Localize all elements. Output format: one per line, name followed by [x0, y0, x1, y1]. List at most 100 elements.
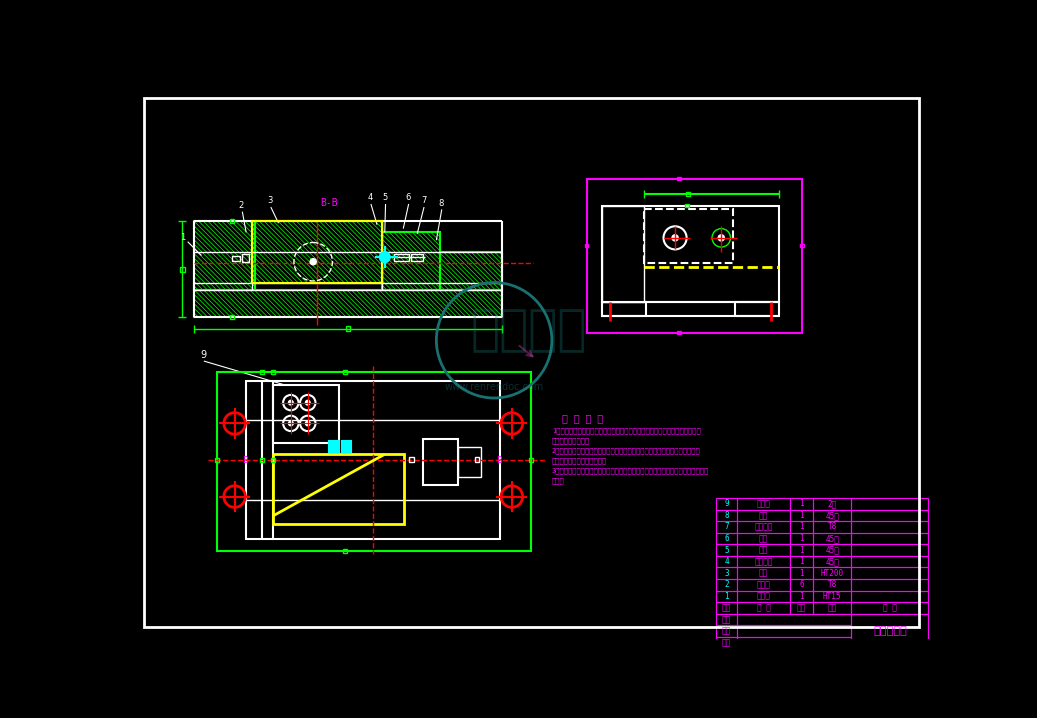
Bar [341, 441, 351, 452]
Bar [790, 521, 813, 533]
Bar [851, 579, 928, 590]
Text: 4: 4 [368, 193, 373, 202]
Text: 支板衬套: 支板衬套 [754, 523, 773, 531]
Text: 9: 9 [725, 500, 729, 508]
Bar [194, 290, 502, 317]
Text: 工件: 工件 [759, 569, 768, 578]
Circle shape [288, 401, 293, 405]
Text: 件数: 件数 [796, 603, 806, 612]
Bar [330, 441, 338, 452]
Bar [716, 498, 737, 510]
Bar [716, 521, 737, 533]
Bar [790, 556, 813, 567]
Text: 夹具装配图: 夹具装配图 [873, 626, 906, 636]
Bar [813, 544, 851, 556]
Text: HT200: HT200 [820, 569, 844, 578]
Text: 定锁压块: 定锁压块 [754, 557, 773, 566]
Text: 并孔才能进行装配。: 并孔才能进行装配。 [552, 438, 590, 444]
Text: 5: 5 [383, 193, 388, 202]
Text: 2: 2 [239, 201, 244, 210]
Bar [684, 204, 689, 208]
Bar [644, 210, 733, 264]
Bar [677, 177, 681, 180]
Text: HT15: HT15 [823, 592, 841, 601]
Text: 6: 6 [725, 534, 729, 543]
Bar [813, 579, 851, 590]
Circle shape [719, 235, 725, 241]
Text: T8: T8 [828, 523, 837, 531]
Bar [737, 498, 790, 510]
Text: 备 注: 备 注 [882, 603, 897, 612]
Text: 1: 1 [800, 569, 804, 578]
Circle shape [306, 401, 310, 405]
Bar [259, 457, 263, 462]
Text: 1: 1 [800, 511, 804, 520]
Text: 支撑钉: 支撑钉 [757, 580, 770, 589]
Bar [851, 614, 928, 648]
Bar [383, 233, 441, 290]
Bar [813, 590, 851, 602]
Bar [259, 370, 263, 374]
Bar [585, 243, 588, 248]
Bar [716, 510, 737, 521]
Text: 压板: 压板 [759, 511, 768, 520]
Bar [343, 370, 346, 374]
Bar [790, 544, 813, 556]
Bar [716, 533, 737, 544]
Bar [801, 243, 804, 248]
Text: 件号: 件号 [722, 603, 731, 612]
Circle shape [310, 258, 316, 265]
Text: 45钢: 45钢 [825, 557, 839, 566]
Bar [790, 533, 813, 544]
Text: 压钉: 压钉 [759, 534, 768, 543]
Bar [601, 302, 646, 316]
Bar [716, 579, 737, 590]
Bar [737, 602, 790, 614]
Bar [677, 330, 681, 335]
Text: 7: 7 [725, 523, 729, 531]
Text: 45钢: 45钢 [825, 546, 839, 554]
Text: 更换。: 更换。 [552, 477, 564, 485]
Bar [423, 439, 458, 485]
Bar [737, 544, 790, 556]
Bar [601, 205, 644, 302]
Bar [851, 602, 928, 614]
Bar [716, 602, 737, 614]
Bar [345, 327, 351, 331]
Bar [813, 556, 851, 567]
Bar [737, 614, 851, 625]
Bar [230, 219, 234, 223]
Text: 设计: 设计 [722, 615, 731, 624]
Bar [242, 254, 249, 262]
Bar [180, 267, 185, 271]
Text: www.renrendoc.com: www.renrendoc.com [445, 382, 543, 392]
Bar [272, 370, 275, 374]
Text: 技 术 要 求: 技 术 要 求 [562, 413, 604, 423]
Text: 名 称: 名 称 [757, 603, 770, 612]
Bar [737, 533, 790, 544]
Bar [410, 457, 414, 462]
Text: 3: 3 [725, 569, 729, 578]
Bar [441, 252, 502, 290]
Bar [716, 556, 737, 567]
Bar [790, 579, 813, 590]
Bar [851, 590, 928, 602]
Bar [716, 637, 737, 648]
Text: 压板: 压板 [759, 546, 768, 554]
Text: B: B [243, 457, 248, 465]
Text: 1: 1 [800, 592, 804, 601]
Text: 1: 1 [180, 233, 186, 242]
Bar [716, 544, 737, 556]
Bar [851, 533, 928, 544]
Text: 2：零件在装配当公配前都需经过洗干净，不得有毛刺、飞边、毛孔、磨砂、划: 2：零件在装配当公配前都需经过洗干净，不得有毛刺、飞边、毛孔、磨砂、划 [552, 448, 701, 454]
Bar [273, 454, 404, 523]
Bar [737, 510, 790, 521]
Text: 绘图: 绘图 [722, 626, 731, 635]
Circle shape [306, 421, 310, 426]
Text: 2: 2 [725, 580, 729, 589]
Bar [813, 533, 851, 544]
Bar [716, 614, 737, 625]
Text: 45钢: 45钢 [825, 534, 839, 543]
Bar [790, 602, 813, 614]
Text: 材料: 材料 [828, 603, 837, 612]
